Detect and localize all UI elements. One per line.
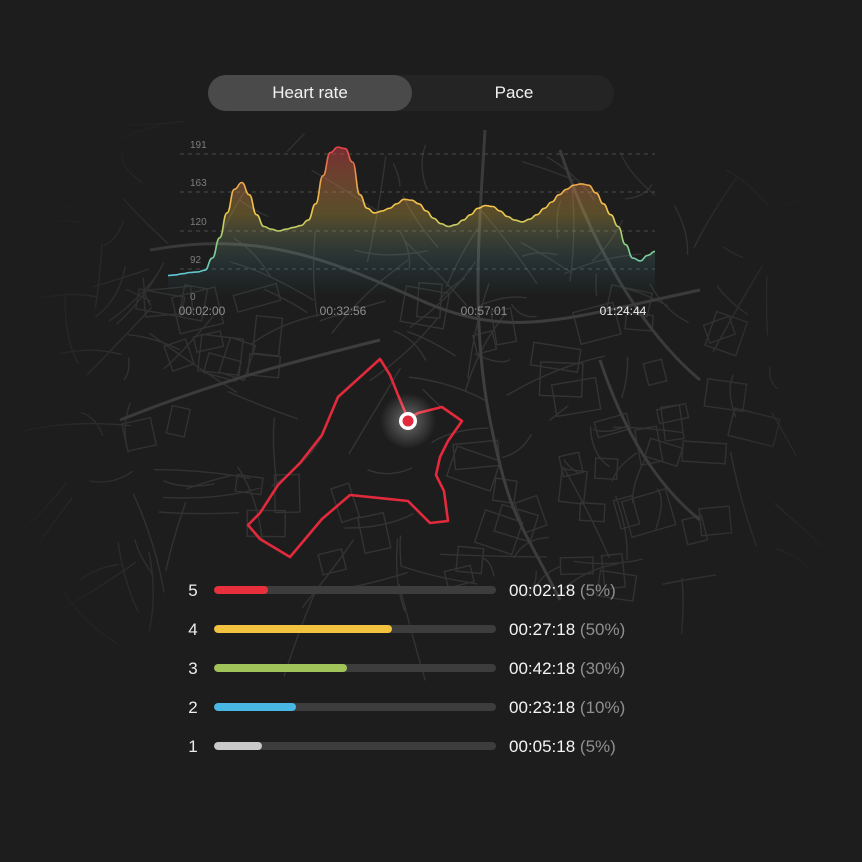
zone-percent: (5%)	[579, 737, 616, 756]
zone-percent: (10%)	[579, 698, 626, 717]
zone-progress-track	[214, 625, 496, 633]
zone-progress-track	[214, 742, 496, 750]
metric-tabs: Heart rate Pace	[208, 75, 614, 111]
y-tick-label: 120	[190, 217, 207, 228]
tab-pace[interactable]: Pace	[494, 83, 534, 102]
zone-percent: (30%)	[579, 659, 626, 678]
heart-rate-line	[167, 146, 656, 277]
zone-progress-fill	[214, 625, 392, 633]
zone-number: 1	[188, 737, 198, 756]
zone-number: 4	[188, 620, 198, 639]
tab-heart-rate[interactable]: Heart rate	[208, 75, 412, 111]
zone-progress-track	[214, 703, 496, 711]
route-path	[246, 357, 464, 559]
y-tick-label: 92	[190, 255, 202, 266]
zone-row-5: 5 00:02:18 (5%)	[180, 571, 660, 610]
zone-duration: 00:27:18 (50%)	[509, 620, 626, 639]
heart-rate-zones: 5 00:02:18 (5%) 4 00:27:18 (50%) 3 00:42…	[180, 571, 660, 766]
heart-rate-area	[168, 147, 655, 296]
zone-duration: 00:02:18 (5%)	[509, 581, 616, 600]
zone-duration: 00:23:18 (10%)	[509, 698, 626, 717]
zone-progress-fill	[214, 586, 268, 594]
zone-row-1: 1 00:05:18 (5%)	[180, 727, 660, 766]
zone-progress-fill	[214, 742, 262, 750]
zone-progress-track	[214, 586, 496, 594]
y-tick-label: 163	[190, 178, 207, 189]
zone-row-4: 4 00:27:18 (50%)	[180, 610, 660, 649]
zone-progress-fill	[214, 664, 347, 672]
zone-number: 2	[188, 698, 198, 717]
zone-progress-fill	[214, 703, 296, 711]
heart-rate-chart: 0 92 120 163 191 00:02:00 00:32:56 00:57:01 01:…	[167, 140, 656, 318]
x-tick-label: 01:24:44	[600, 304, 647, 318]
zone-number: 3	[188, 659, 198, 678]
x-tick-label: 00:02:00	[179, 304, 226, 318]
x-tick-label: 00:32:56	[320, 304, 367, 318]
zone-progress-track	[214, 664, 496, 672]
zone-duration: 00:42:18 (30%)	[509, 659, 626, 678]
zone-number: 5	[188, 581, 198, 600]
zone-percent: (50%)	[579, 620, 626, 639]
zone-duration: 00:05:18 (5%)	[509, 737, 616, 756]
y-tick-label: 191	[190, 140, 207, 151]
zone-percent: (5%)	[579, 581, 616, 600]
zone-row-3: 3 00:42:18 (30%)	[180, 649, 660, 688]
x-tick-label: 00:57:01	[461, 304, 508, 318]
zone-row-2: 2 00:23:18 (10%)	[180, 688, 660, 727]
y-tick-label: 0	[190, 292, 196, 303]
route-map[interactable]	[230, 345, 480, 575]
